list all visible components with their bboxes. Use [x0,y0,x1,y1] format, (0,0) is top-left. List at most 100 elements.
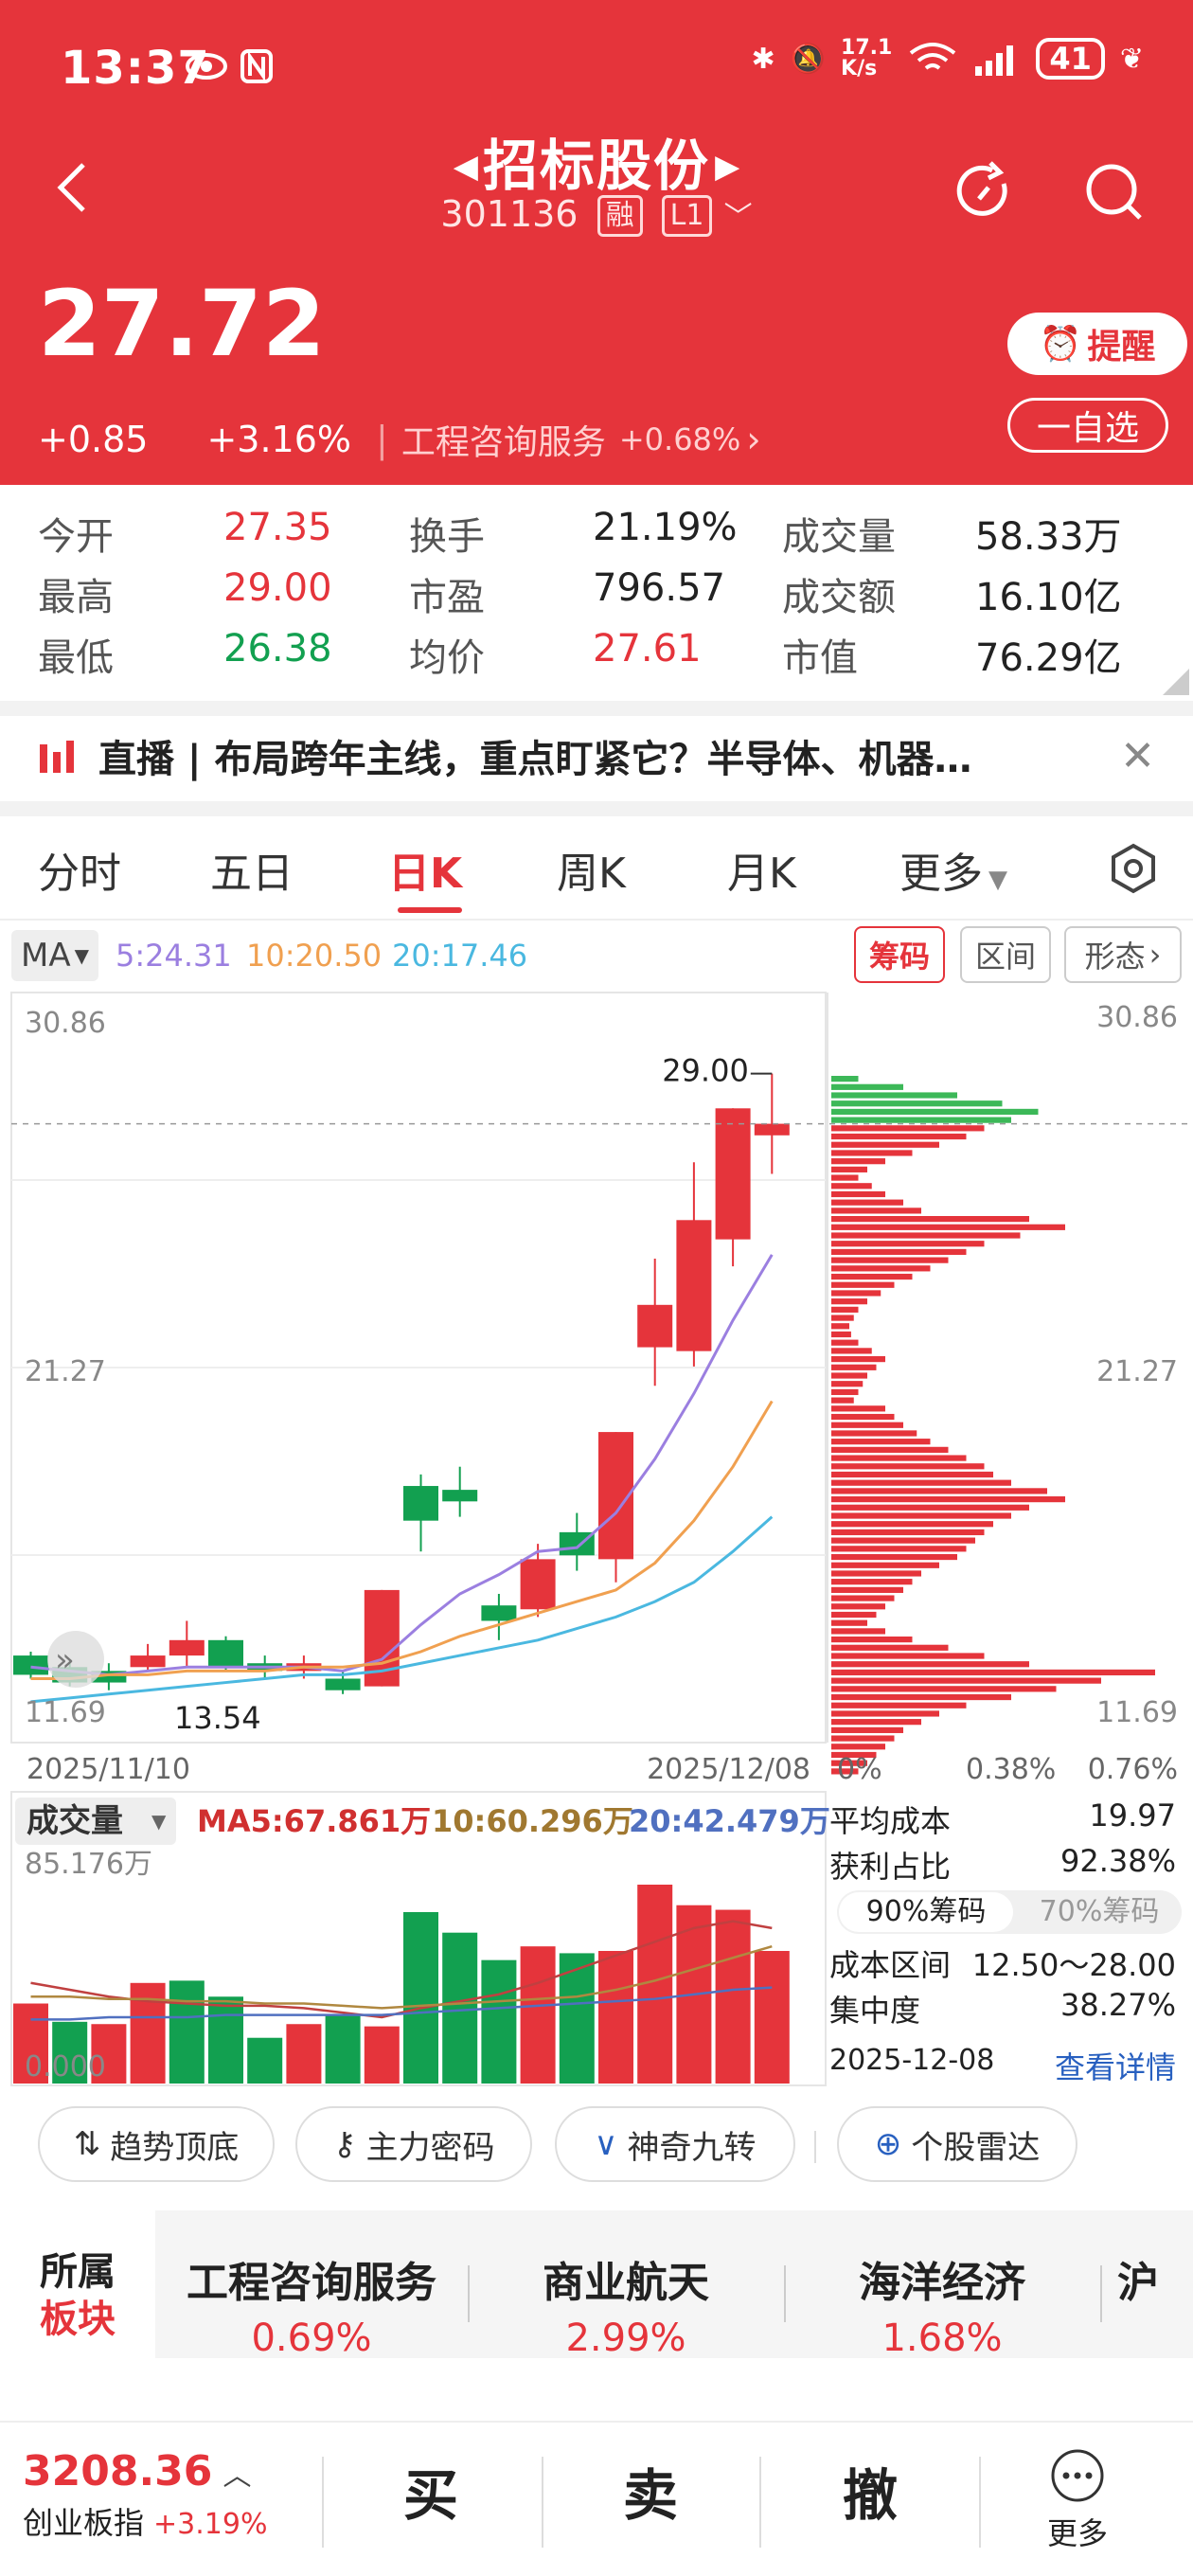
volume-bar [325,2014,361,2084]
search-icon[interactable] [1083,161,1146,224]
ma20v-line [30,1986,773,2021]
more-button[interactable]: 更多 [1047,2447,1108,2553]
candle-body [754,1123,790,1136]
close-icon[interactable]: ✕ [1120,731,1155,780]
refresh-icon[interactable] [954,161,1017,224]
low-annotation: 13.54 [174,1700,261,1736]
tab-intraday[interactable]: 分时 [38,850,121,898]
stock-code-row[interactable]: 301136 融 L1 ﹀ [0,193,1193,237]
stock-radar-button[interactable]: ⊕ 个股雷达 [837,2106,1077,2182]
high-annotation: 29.00 [662,1053,749,1089]
sector-item[interactable]: 商业航天 2.99% [543,2259,709,2360]
candle-body [169,1639,205,1656]
leaf-icon: ❦ [1119,42,1144,76]
chip-bar [831,1570,921,1577]
sector-item[interactable]: 海洋经济 1.68% [859,2259,1025,2360]
chip-bar [831,1521,993,1528]
chip-bar [831,1265,931,1272]
expand-icon[interactable]: » [47,1631,104,1688]
stock-name: 招标股份 [482,134,710,198]
volume-indicator-select[interactable]: 成交量 ▼ [15,1798,176,1845]
price-change-pct: +3.16% [206,419,352,460]
y-axis-bottom: 11.69 [25,1696,106,1729]
expand-corner-icon[interactable] [1163,669,1189,695]
volume-bar [598,1951,633,2084]
candle-body [520,1559,556,1610]
chip-bar [831,1661,1029,1668]
chip-bar [831,1744,885,1750]
nav-bar: ◀ 招标股份 ▶ 301136 融 L1 ﹀ [0,114,1193,246]
tab-weekly-k[interactable]: 周K [557,850,626,898]
buy-button[interactable]: 买 [403,2463,459,2528]
chip-bar [831,1479,1011,1486]
stat-value: 27.35 [223,506,332,549]
chip-date: 2025-12-08 [829,2044,995,2077]
index-value: 3208.36 [23,2447,213,2496]
candle-body [715,1108,751,1240]
chip-bar [831,1364,877,1370]
volume-bar [13,2003,48,2084]
chip-bar [831,1586,903,1593]
view-detail-link[interactable]: 查看详情 [1054,2049,1176,2085]
sector-item[interactable]: 沪 [1117,2259,1159,2307]
chip-bar [831,1150,913,1156]
range-button[interactable]: 区间 [960,926,1051,983]
volume-bar [481,1959,517,2084]
wifi-icon [910,43,956,70]
ma-row: MA ▼ 5:24.31 10:20.50 20:17.46 筹码 区间 形态 › [0,921,1193,991]
tab-more[interactable]: 更多 ▼ [899,850,1007,898]
next-stock-icon[interactable]: ▶ [715,148,740,186]
sell-button[interactable]: 卖 [623,2463,679,2528]
add-watchlist-button[interactable]: 一自选 [1007,398,1168,453]
tab-five-day[interactable]: 五日 [210,850,294,898]
alert-button[interactable]: ⏰ 提醒 [1007,313,1187,375]
back-icon[interactable] [53,159,91,216]
chip-bar [831,1562,939,1568]
tab-90-chips[interactable]: 90%筹码 [839,1892,1013,1932]
volume-chart[interactable]: 成交量 ▼ MA5:67.861万 10:60.296万 20:42.479万 8… [0,1790,833,2093]
trend-icon: ⇅ [73,2125,101,2163]
tab-70-chips[interactable]: 70%筹码 [1039,1895,1160,1928]
volume-bar [559,1953,595,2084]
news-banner[interactable]: 直播 | 布局跨年主线，重点盯紧它？半导体、机器… ✕ [0,710,1193,801]
chip-bar [831,1488,1047,1494]
chip-bar [831,1158,885,1165]
prev-stock-icon[interactable]: ◀ [453,148,478,186]
stock-code: 301136 [440,193,579,235]
magic-nine-button[interactable]: ∨ 神奇九转 [555,2106,795,2182]
indicator-select[interactable]: MA ▼ [11,930,98,981]
volume-bar [520,1946,556,2084]
chip-bar [831,1760,867,1766]
tab-daily-k[interactable]: 日K [388,850,463,898]
trend-top-bottom-button[interactable]: ⇅ 趋势顶底 [38,2106,275,2182]
chip-bar [831,1117,1011,1123]
chip-bar [831,1281,895,1288]
net-speed: 17.1 K/s [841,36,893,80]
stat-label: 成交量 [782,515,896,559]
sector-item[interactable]: 工程咨询服务 0.69% [187,2259,436,2360]
index-pct: +3.19% [153,2508,268,2541]
chip-bar [831,1232,1021,1239]
candle-body [208,1639,243,1668]
cancel-order-button[interactable]: 撤 [843,2463,899,2528]
stat-value: 27.61 [593,627,702,671]
stat-label: 成交额 [782,576,896,619]
chip-bar [831,1125,985,1132]
chips-button[interactable]: 筹码 [854,926,945,983]
pattern-button[interactable]: 形态 › [1064,926,1182,983]
settings-icon[interactable] [1108,843,1159,894]
industry-link[interactable]: 工程咨询服务 [401,423,606,462]
chip-bar [831,1331,851,1338]
index-widget[interactable]: 3208.36 ︿ 创业板指 +3.19% [23,2447,267,2543]
volume-bar [286,2024,322,2084]
chip-bar [831,1603,885,1610]
chip-bar [831,1199,903,1206]
status-time: 13:37 [61,42,210,95]
vol-zero: 0.000 [25,2050,106,2084]
tab-monthly-k[interactable]: 月K [727,850,796,898]
main-force-button[interactable]: ⚷ 主力密码 [295,2106,532,2182]
chip-bar [831,1430,917,1437]
kline-chart[interactable]: 30.86 21.27 11.69 30.86 21.27 11.69 29.0… [0,991,1193,1786]
mute-icon: 🔕 [790,42,827,76]
chip-bar [831,1529,985,1536]
